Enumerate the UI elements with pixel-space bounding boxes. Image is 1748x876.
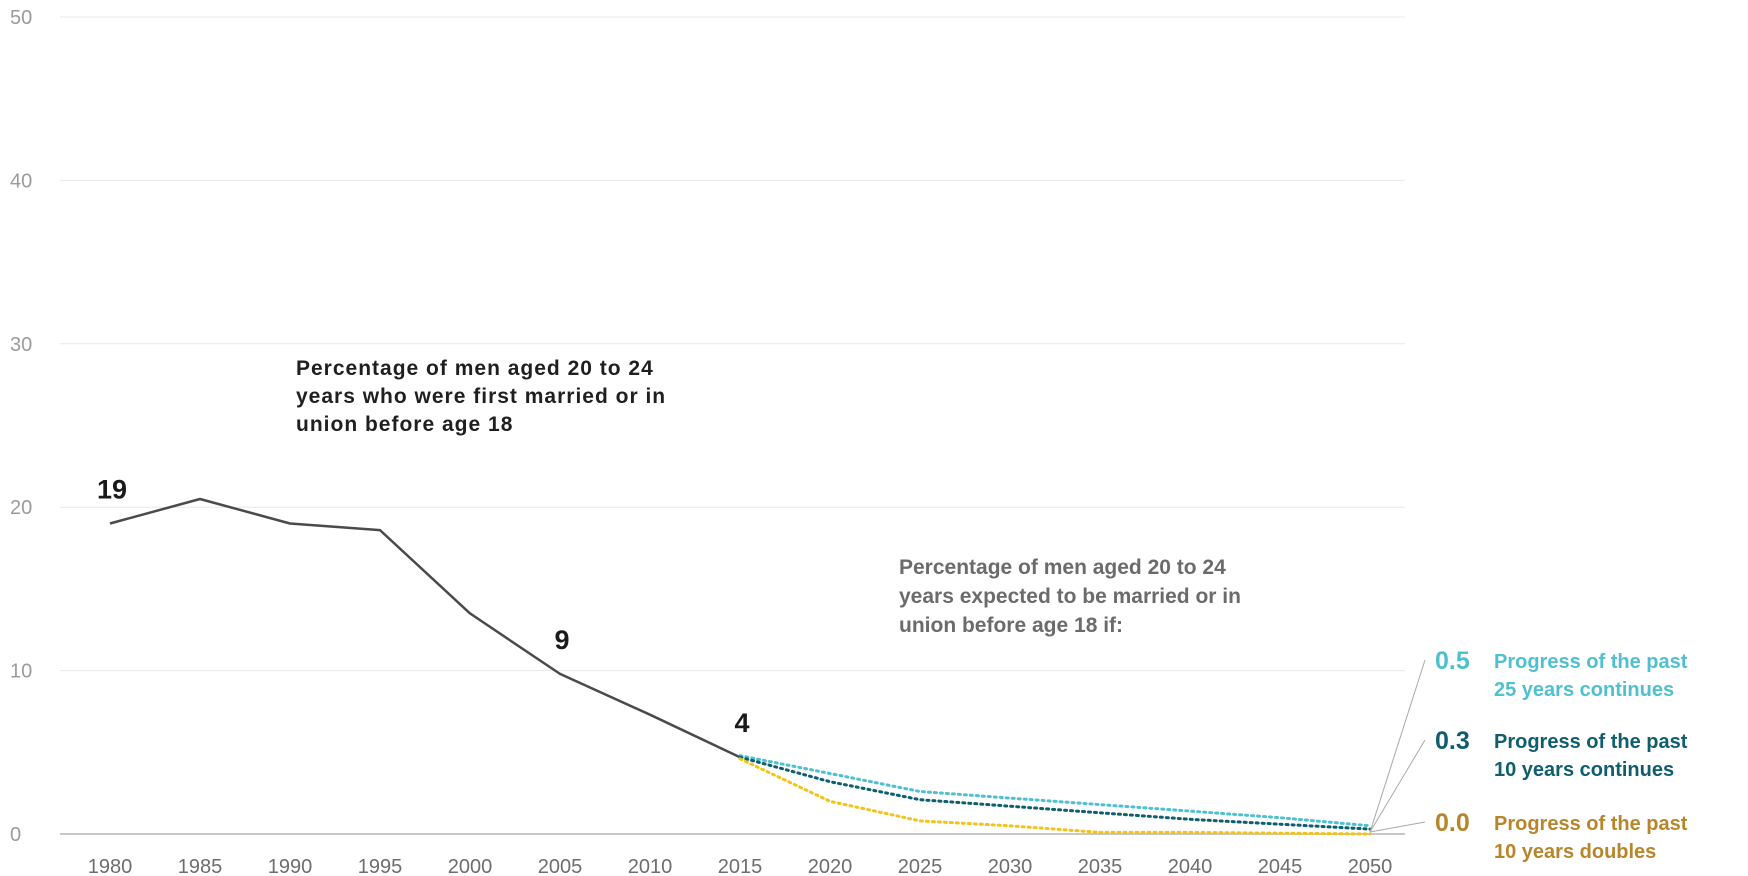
leader-line [1369,739,1426,833]
x-tick-label: 2025 [898,856,943,876]
data-label: 4 [734,708,749,738]
series-projection-line-3 [738,757,1372,836]
end-value: 0.0 [1435,809,1470,837]
data-label: 9 [554,625,569,655]
y-tick-label: 20 [10,497,32,519]
end-label: 25 years continues [1494,679,1674,701]
y-tick-label: 10 [10,661,32,683]
x-tick-label: 2010 [628,856,673,876]
annotation-projection-line: Percentage of men aged 20 to 24 [899,556,1226,579]
y-tick-label: 50 [10,7,32,29]
x-axis-ticks: 1980 1985 1990 1995 2000 2005 2010 2015 2020 2025… [88,856,1393,876]
x-tick-label: 1985 [178,856,223,876]
annotation-historical-line: union before age 18 [296,413,513,436]
end-labels: 0.5 Progress of the past 25 years continue… [1369,647,1688,863]
gridlines [60,16,1405,672]
annotation-historical-line: years who were first married or in [296,385,666,408]
y-tick-label: 0 [10,824,21,846]
x-tick-label: 1980 [88,856,133,876]
end-label: Progress of the past [1494,813,1688,835]
x-tick-label: 1990 [268,856,313,876]
x-tick-label: 2005 [538,856,583,876]
data-label: 19 [97,475,127,505]
x-tick-label: 2000 [448,856,493,876]
end-value: 0.3 [1435,727,1470,755]
leader-line [1369,821,1426,833]
series-lines [109,497,1372,836]
y-tick-label: 40 [10,170,32,192]
leader-line [1369,659,1426,833]
annotation-projection-line: union before age 18 if: [899,614,1123,637]
end-label: Progress of the past [1494,731,1688,753]
end-label: 10 years continues [1494,759,1674,781]
end-label: 10 years doubles [1494,841,1656,863]
x-tick-label: 2050 [1348,856,1393,876]
x-tick-label: 2040 [1168,856,1213,876]
series-historical-line [109,497,741,759]
y-tick-label: 30 [10,334,32,356]
x-tick-label: 2045 [1258,856,1303,876]
x-tick-label: 2035 [1078,856,1123,876]
x-tick-label: 2030 [988,856,1033,876]
x-tick-label: 1995 [358,856,403,876]
annotation-projection-line: years expected to be married or in [899,585,1241,608]
series-projection-line-1 [738,754,1372,828]
x-tick-label: 2015 [718,856,763,876]
end-value: 0.5 [1435,647,1470,675]
end-label: Progress of the past [1494,651,1688,673]
annotation-historical-line: Percentage of men aged 20 to 24 [296,357,654,380]
series-projection-line-2 [738,755,1372,831]
x-tick-label: 2020 [808,856,853,876]
annotations: Percentage of men aged 20 to 24 years who… [296,357,1241,637]
y-axis-ticks: 0 10 20 30 40 50 [10,7,32,846]
